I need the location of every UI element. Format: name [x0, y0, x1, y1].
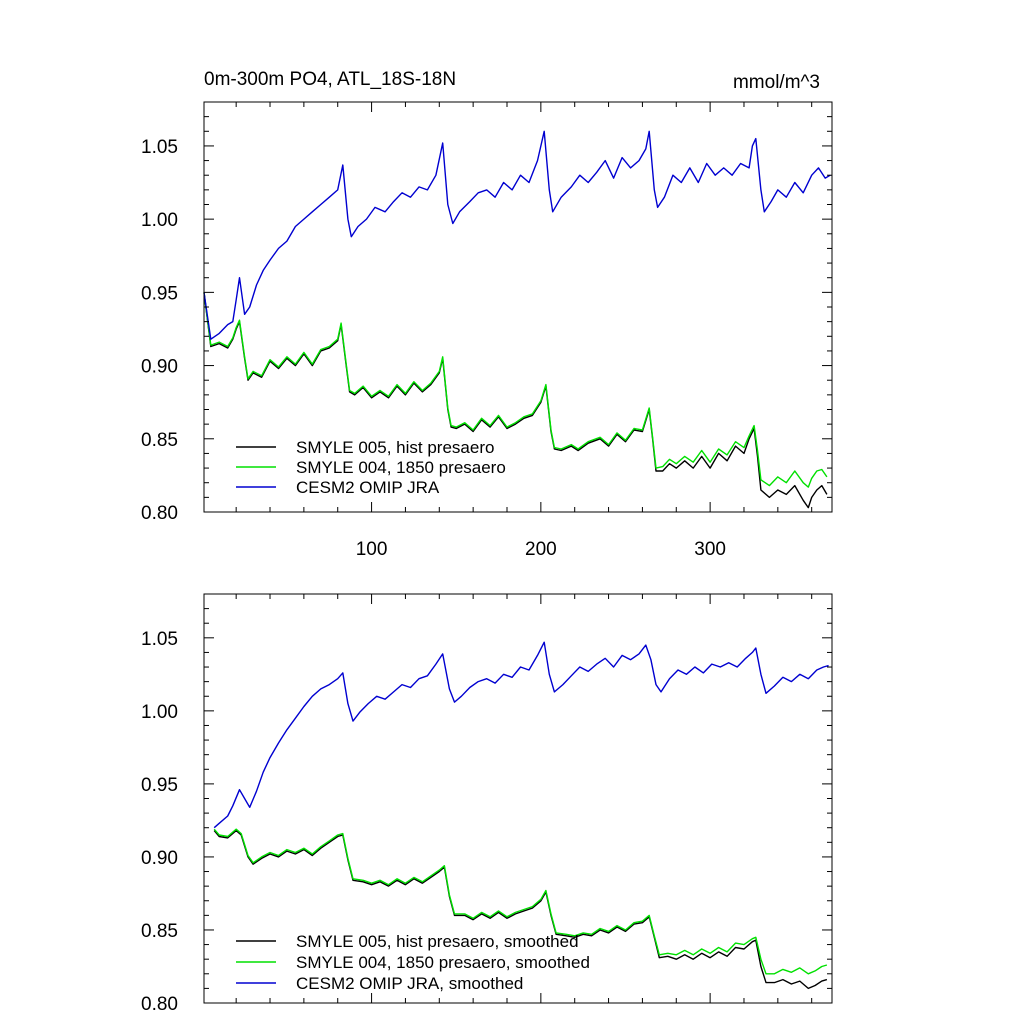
plot-frame [203, 593, 833, 1004]
series-line-2 [213, 828, 828, 975]
y-tick-label: 1.00 [141, 210, 178, 231]
ticks-layer [204, 101, 832, 513]
y-tick-labels: 0.80 0.85 0.90 0.95 1.00 1.05 [141, 137, 178, 524]
series-layer [213, 641, 829, 990]
y-tick-label: 0.95 [141, 283, 178, 304]
series-line-3 [213, 641, 829, 829]
legend: SMYLE 005, hist presaero, smoothed SMYLE … [236, 932, 590, 993]
legend-label: SMYLE 005, hist presaero [296, 438, 494, 457]
y-tick-label: 0.95 [141, 775, 178, 796]
bottom-panel: 0.80 0.85 0.90 0.95 1.00 1.05 SMYLE 005, hist… [141, 593, 833, 1015]
legend-label: SMYLE 005, hist presaero, smoothed [296, 932, 579, 951]
series-line-3 [203, 130, 831, 340]
y-tick-label: 0.90 [141, 357, 178, 378]
series-layer [203, 130, 831, 509]
y-tick-label: 0.85 [141, 921, 178, 942]
legend-label: SMYLE 004, 1850 presaero [296, 458, 506, 477]
top-panel: 0m-300m PO4, ATL_18S-18N mmol/m^3 0.800.… [141, 69, 833, 560]
y-tick-label: 0.85 [141, 430, 178, 451]
x-tick-label: 200 [525, 539, 557, 560]
y-tick-label: 0.80 [141, 994, 178, 1015]
series-line-1 [213, 829, 828, 990]
series-line-1 [203, 292, 828, 509]
y-tick-labels: 0.80 0.85 0.90 0.95 1.00 1.05 [141, 629, 178, 1015]
y-tick-label: 1.05 [141, 629, 178, 650]
panel-title: 0m-300m PO4, ATL_18S-18N [204, 69, 456, 90]
y-tick-label: 1.00 [141, 702, 178, 723]
y-tick-label: 1.05 [141, 137, 178, 158]
legend-label: CESM2 OMIP JRA, smoothed [296, 974, 523, 993]
series-line-2 [203, 292, 828, 488]
x-tick-labels: 100 200 300 [356, 539, 726, 560]
legend-label: CESM2 OMIP JRA [296, 478, 440, 497]
plot-frame [203, 101, 833, 513]
x-tick-label: 300 [694, 539, 726, 560]
y-tick-label: 0.90 [141, 848, 178, 869]
units-label: mmol/m^3 [733, 72, 820, 93]
legend-label: SMYLE 004, 1850 presaero, smoothed [296, 953, 590, 972]
x-tick-label: 100 [356, 539, 388, 560]
y-tick-label: 0.80 [141, 503, 178, 524]
